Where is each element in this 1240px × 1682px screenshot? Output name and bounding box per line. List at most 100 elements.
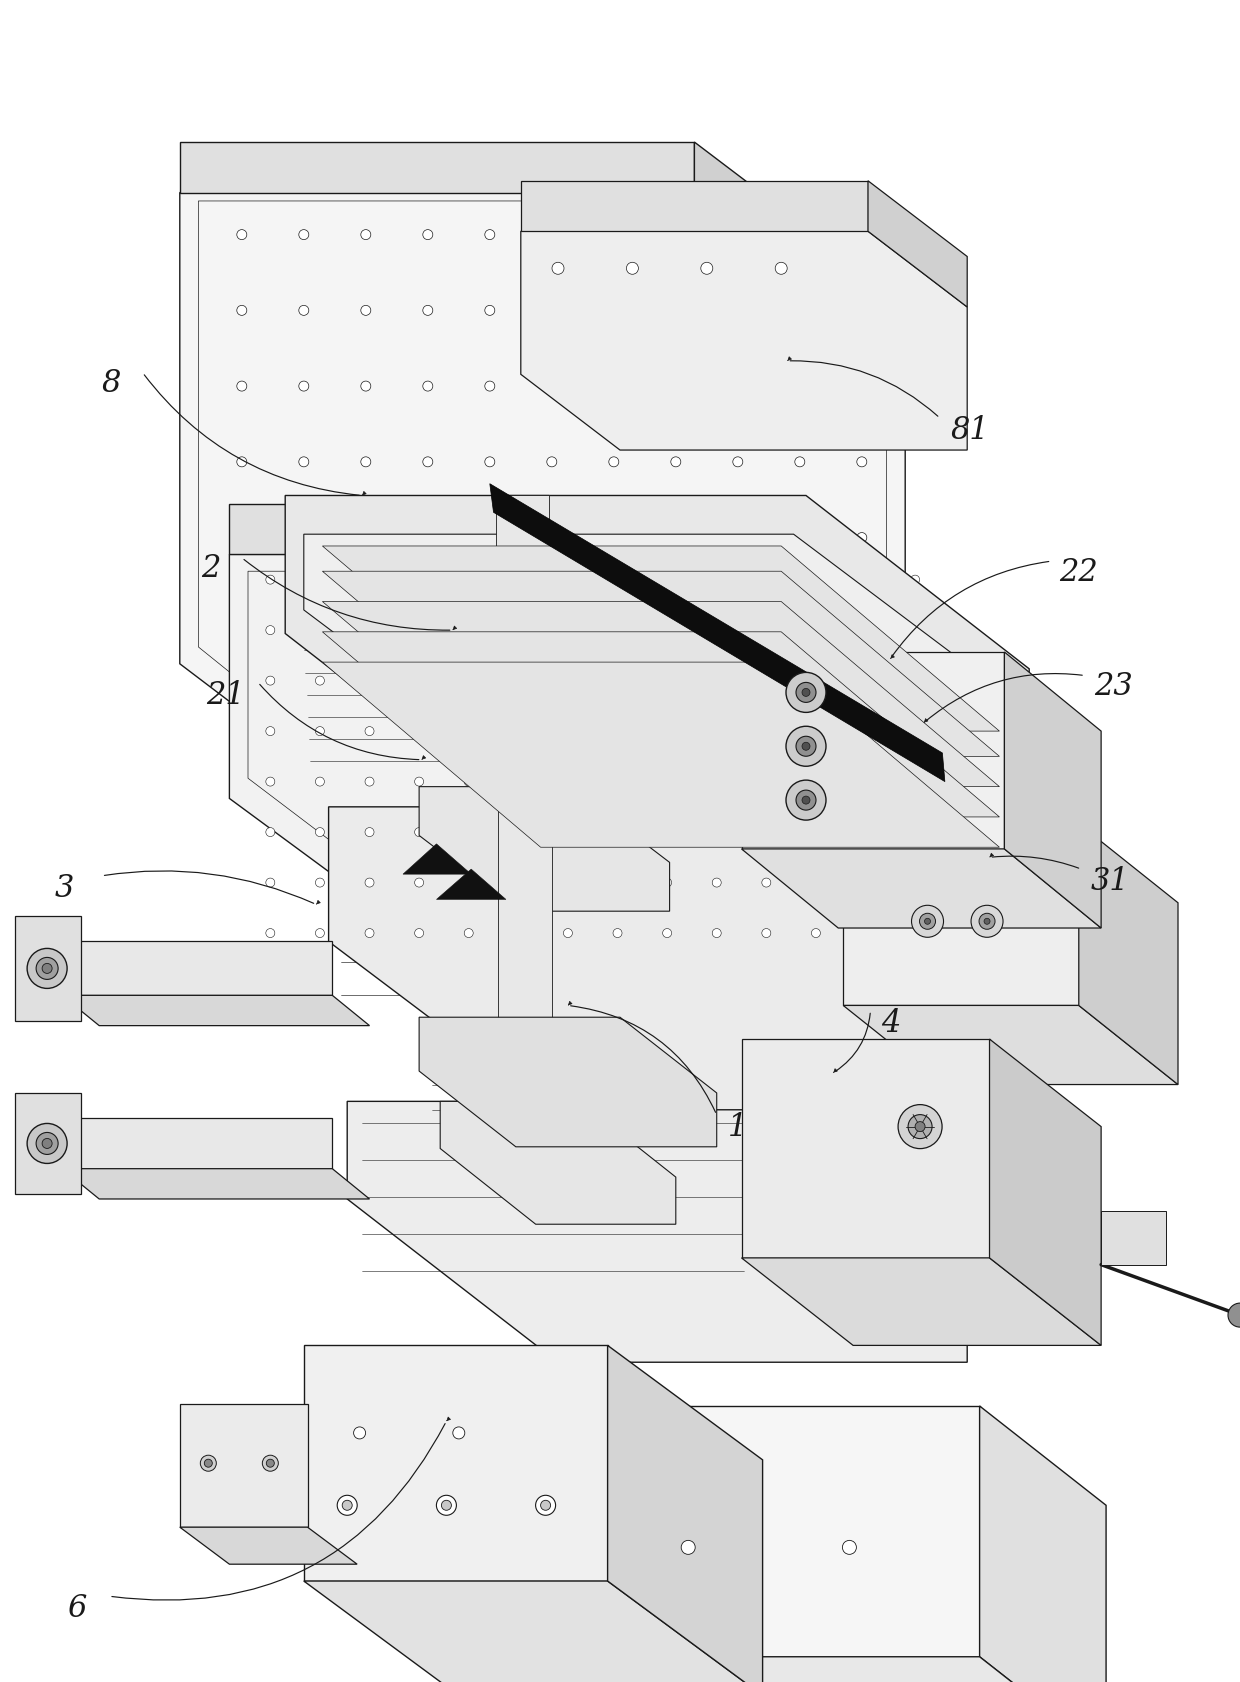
Polygon shape — [180, 143, 694, 193]
Circle shape — [453, 1426, 465, 1440]
Circle shape — [786, 727, 826, 767]
Polygon shape — [694, 143, 905, 353]
Polygon shape — [304, 1581, 763, 1682]
Circle shape — [513, 575, 523, 585]
Circle shape — [485, 533, 495, 543]
Circle shape — [27, 949, 67, 989]
Circle shape — [315, 626, 325, 636]
Circle shape — [423, 230, 433, 241]
Polygon shape — [304, 535, 1011, 774]
Circle shape — [898, 1105, 942, 1149]
Circle shape — [414, 626, 424, 636]
Circle shape — [36, 1132, 58, 1156]
Polygon shape — [322, 547, 999, 732]
Circle shape — [733, 306, 743, 316]
Circle shape — [613, 928, 622, 939]
Polygon shape — [304, 1346, 608, 1581]
Circle shape — [609, 306, 619, 316]
Circle shape — [365, 777, 374, 787]
Circle shape — [662, 777, 672, 787]
Circle shape — [464, 575, 474, 585]
Text: 3: 3 — [55, 873, 74, 903]
Circle shape — [795, 533, 805, 543]
Circle shape — [423, 382, 433, 392]
Circle shape — [513, 777, 523, 787]
Circle shape — [712, 575, 722, 585]
Circle shape — [609, 230, 619, 241]
Circle shape — [237, 760, 247, 770]
Polygon shape — [521, 232, 967, 451]
Circle shape — [263, 1455, 278, 1472]
Circle shape — [547, 533, 557, 543]
Circle shape — [609, 609, 619, 619]
Circle shape — [299, 458, 309, 468]
Circle shape — [513, 727, 523, 737]
Circle shape — [361, 306, 371, 316]
Polygon shape — [180, 1404, 308, 1527]
Circle shape — [237, 458, 247, 468]
Circle shape — [861, 777, 870, 787]
Circle shape — [547, 458, 557, 468]
Circle shape — [671, 685, 681, 695]
Circle shape — [423, 760, 433, 770]
Circle shape — [861, 676, 870, 686]
Polygon shape — [742, 653, 1004, 849]
Circle shape — [761, 777, 771, 787]
Circle shape — [299, 306, 309, 316]
Circle shape — [857, 230, 867, 241]
Circle shape — [365, 878, 374, 888]
Circle shape — [857, 609, 867, 619]
Circle shape — [36, 957, 58, 981]
Circle shape — [414, 575, 424, 585]
Circle shape — [733, 760, 743, 770]
Circle shape — [908, 1115, 932, 1139]
Circle shape — [563, 727, 573, 737]
Polygon shape — [62, 1169, 370, 1199]
Circle shape — [662, 878, 672, 888]
Circle shape — [811, 676, 821, 686]
Circle shape — [671, 306, 681, 316]
Circle shape — [910, 777, 920, 787]
Circle shape — [513, 626, 523, 636]
Circle shape — [857, 306, 867, 316]
Circle shape — [485, 760, 495, 770]
Circle shape — [613, 727, 622, 737]
Circle shape — [563, 626, 573, 636]
Circle shape — [299, 685, 309, 695]
Text: 4: 4 — [880, 1008, 900, 1038]
Circle shape — [613, 828, 622, 838]
Polygon shape — [490, 484, 945, 782]
Circle shape — [609, 533, 619, 543]
Text: 23: 23 — [1094, 671, 1133, 701]
Circle shape — [712, 928, 722, 939]
Polygon shape — [742, 1258, 1101, 1346]
Circle shape — [464, 676, 474, 686]
Polygon shape — [419, 787, 670, 912]
Polygon shape — [322, 602, 999, 787]
Circle shape — [795, 609, 805, 619]
Circle shape — [513, 928, 523, 939]
Circle shape — [423, 533, 433, 543]
Circle shape — [42, 1139, 52, 1149]
Circle shape — [299, 533, 309, 543]
Circle shape — [795, 382, 805, 392]
Circle shape — [414, 828, 424, 838]
Circle shape — [733, 230, 743, 241]
Text: 8: 8 — [102, 368, 122, 399]
Polygon shape — [843, 824, 1079, 1006]
Circle shape — [910, 878, 920, 888]
Circle shape — [315, 676, 325, 686]
Circle shape — [464, 828, 474, 838]
Circle shape — [315, 575, 325, 585]
Circle shape — [609, 458, 619, 468]
Circle shape — [423, 306, 433, 316]
Circle shape — [733, 685, 743, 695]
Circle shape — [361, 760, 371, 770]
Circle shape — [671, 609, 681, 619]
Circle shape — [971, 905, 1003, 939]
Circle shape — [861, 878, 870, 888]
Circle shape — [205, 1460, 212, 1467]
Circle shape — [910, 676, 920, 686]
Polygon shape — [322, 632, 999, 817]
Circle shape — [265, 626, 275, 636]
